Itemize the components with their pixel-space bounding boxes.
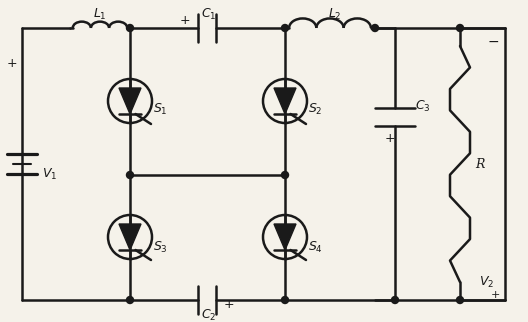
Text: +: + bbox=[491, 290, 499, 300]
Text: R: R bbox=[475, 157, 485, 171]
Circle shape bbox=[127, 172, 134, 178]
Circle shape bbox=[391, 297, 399, 304]
Text: −: − bbox=[487, 35, 499, 49]
Circle shape bbox=[127, 297, 134, 304]
Text: +: + bbox=[7, 56, 17, 70]
Text: $S_3$: $S_3$ bbox=[153, 240, 167, 255]
Text: +: + bbox=[180, 14, 190, 26]
Text: $C_3$: $C_3$ bbox=[415, 99, 431, 114]
Polygon shape bbox=[274, 88, 296, 114]
Text: +: + bbox=[385, 132, 395, 145]
Text: $C_2$: $C_2$ bbox=[201, 308, 216, 322]
Text: $L_2$: $L_2$ bbox=[328, 6, 342, 22]
Circle shape bbox=[281, 24, 288, 32]
Circle shape bbox=[281, 297, 288, 304]
Text: $L_1$: $L_1$ bbox=[93, 6, 107, 22]
Polygon shape bbox=[119, 88, 141, 114]
Text: +: + bbox=[224, 298, 234, 310]
Polygon shape bbox=[119, 224, 141, 250]
Circle shape bbox=[127, 24, 134, 32]
Polygon shape bbox=[274, 224, 296, 250]
Text: $S_1$: $S_1$ bbox=[153, 101, 167, 117]
Text: $C_1$: $C_1$ bbox=[201, 6, 216, 22]
Circle shape bbox=[281, 172, 288, 178]
Text: $V_2$: $V_2$ bbox=[479, 274, 495, 289]
Circle shape bbox=[372, 24, 379, 32]
Circle shape bbox=[457, 24, 464, 32]
Text: $S_4$: $S_4$ bbox=[307, 240, 323, 255]
Text: $S_2$: $S_2$ bbox=[308, 101, 322, 117]
Text: $V_1$: $V_1$ bbox=[42, 166, 58, 182]
Circle shape bbox=[457, 297, 464, 304]
